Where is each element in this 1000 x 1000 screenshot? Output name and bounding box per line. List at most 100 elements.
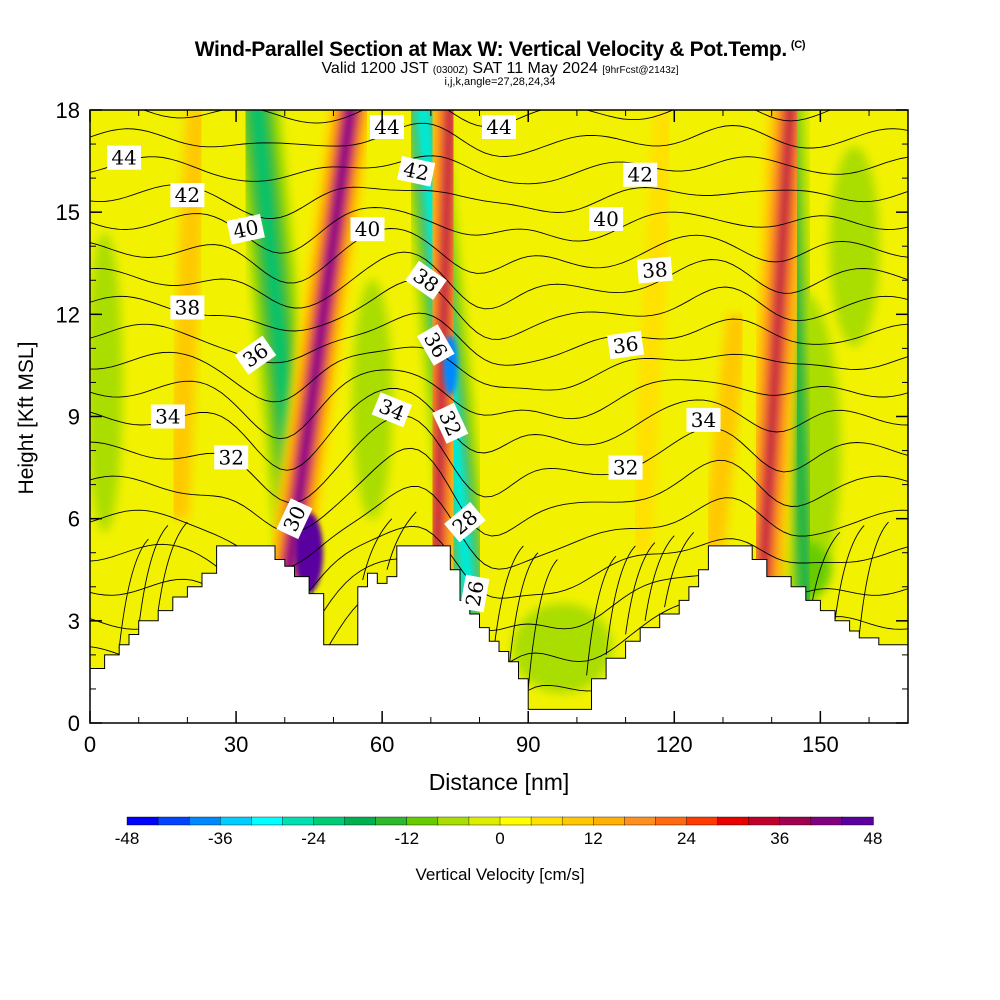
theta-label-box-0 [107,145,142,170]
theta-contour-41 [90,207,908,254]
theta-label-box-20 [636,256,673,284]
theta-label-box-19 [589,207,624,231]
colorbar-swatch-5 [282,816,315,826]
theta-label-text-1: 42 [175,183,200,207]
theta-label-box-4 [234,335,277,375]
x-tick-label-1: 30 [224,732,248,757]
colorbar-swatch-7 [344,816,377,826]
colorbar-tick-label-6: 24 [677,829,696,848]
x-tick-label-4: 120 [656,732,693,757]
theta-label-0: 44 [107,145,142,170]
theta-label-2: 40 [226,213,265,245]
colorbar-swatch-13 [530,816,563,826]
colorbar-tick-label-0: -48 [115,829,140,848]
theta-contour-low-9 [605,545,636,655]
theta-label-text-3: 38 [175,296,200,320]
theta-label-text-9: 44 [486,115,511,139]
theta-label-box-13 [416,324,455,366]
theta-label-18: 42 [623,162,658,187]
theta-label-8: 44 [370,115,404,139]
theta-label-box-11 [350,217,385,242]
theta-contour-35 [90,369,908,440]
colorbar-tick-label-3: -12 [394,829,419,848]
y-tick-label-5: 15 [56,200,80,225]
max-updraft-core [295,512,324,593]
theta-label-3: 38 [170,295,205,320]
x-tick-label-0: 0 [84,732,96,757]
theta-contour-34 [90,388,908,471]
theta-contour-36 [90,346,908,403]
theta-label-text-6: 32 [218,445,243,469]
downdraft-area-4 [829,146,880,347]
theta-label-11: 40 [350,217,385,242]
theta-contour-low-12 [664,531,695,608]
theta-contour-37 [90,312,908,366]
theta-label-box-15 [432,402,469,444]
colorbar-swatch-12 [499,816,532,826]
theta-contour-31 [90,485,908,570]
colorbar-swatch-14 [561,816,594,826]
theta-label-text-5: 34 [155,405,180,429]
theta-label-6: 32 [214,445,249,470]
y-tick-label-2: 6 [68,507,80,532]
theta-contour-low-10 [625,542,656,635]
theta-contour-low-11 [644,535,675,621]
x-tick-label-2: 60 [370,732,394,757]
colorbar-tick-label-4: 0 [495,829,504,848]
theta-contour-low-15 [858,521,889,635]
theta-label-22: 34 [686,407,721,432]
colorbar-swatch-2 [188,816,221,826]
colorbar-swatch-19 [717,816,750,826]
theta-label-box-16 [444,501,486,543]
colorbar-swatch-6 [313,816,346,826]
theta-label-5: 34 [150,404,185,429]
theta-contour-low-3 [362,518,393,581]
theta-label-text-2: 40 [231,215,261,244]
colorbar-tick-label-2: -24 [301,829,326,848]
colorbar: -48 -36 -24 -12 0 12 24 36 48 [115,816,882,848]
theta-contour-low-8 [586,555,617,676]
theta-label-box-8 [370,115,404,139]
colorbar-swatch-21 [779,816,812,826]
theta-contour-low-2 [157,521,188,611]
theta-label-20: 38 [636,256,673,284]
updraft-band-2 [738,110,814,627]
theta-contour-44 [90,122,908,157]
theta-label-box-14 [371,392,413,428]
colorbar-swatch-3 [220,816,253,826]
y-axis-label: Height [Kft MSL] [15,342,38,495]
theta-contour-32 [90,447,908,537]
y-tick-label-4: 12 [56,302,80,327]
theta-label-box-6 [214,445,249,470]
grid-indices: i,j,k,angle=27,28,24,34 [444,76,556,88]
colorbar-swatch-16 [624,816,657,826]
theta-contour-low-6 [508,552,539,672]
terrain [90,545,908,723]
theta-label-text-23: 32 [613,456,638,480]
x-tick-label-3: 90 [516,732,540,757]
y-tick-label-3: 9 [68,405,80,430]
colorbar-swatch-10 [437,816,470,826]
theta-label-text-11: 40 [355,217,380,241]
theta-contour-low-5 [493,545,524,649]
theta-label-23: 32 [608,455,643,480]
theta-label-text-20: 38 [641,257,668,283]
theta-label-text-21: 36 [611,331,640,358]
colorbar-tick-label-7: 36 [770,829,789,848]
theta-contour-low-7 [527,559,558,689]
colorbar-swatch-9 [406,816,439,826]
theta-label-box-18 [623,162,658,187]
theta-label-text-10: 42 [401,157,431,186]
theta-label-17: 26 [459,574,490,613]
colorbar-swatch-0 [126,816,159,826]
theta-label-box-17 [459,574,490,613]
colorbar-swatch-4 [251,816,284,826]
theta-contour-low-0 [118,538,149,649]
colorbar-swatch-8 [375,816,408,826]
downdraft-area-0 [90,232,123,533]
updraft-core-2-4 [757,110,795,608]
theta-label-box-22 [686,407,721,432]
